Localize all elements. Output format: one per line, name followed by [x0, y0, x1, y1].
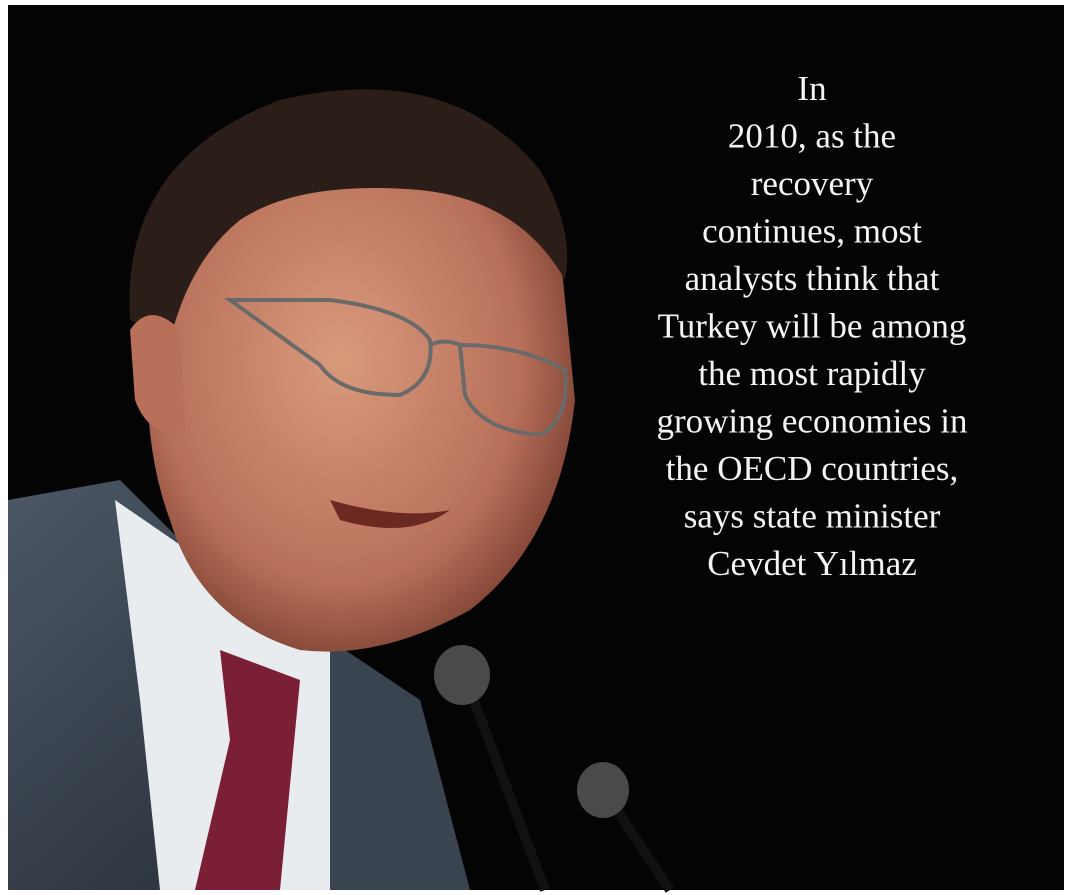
quote-line: recovery: [751, 164, 874, 203]
person: [8, 89, 575, 890]
quote-line: the OECD countries,: [666, 449, 959, 488]
microphones: [434, 645, 675, 893]
quote-line: the most rapidly: [698, 354, 926, 393]
quote-line: Turkey will be among: [658, 307, 967, 346]
quote: In 2010, as the recovery continues, most ana…: [656, 69, 967, 583]
quote-line: In: [797, 69, 826, 108]
glasses: [223, 298, 568, 438]
quote-line: 2010, as the: [728, 117, 896, 156]
quote-line: says state minister: [684, 497, 941, 536]
quote-line: continues, most: [702, 212, 922, 251]
quote-line: Cevdet Yılmaz: [707, 544, 917, 583]
quote-line: growing economies in: [656, 402, 967, 441]
quote-line: analysts think that: [685, 259, 940, 298]
